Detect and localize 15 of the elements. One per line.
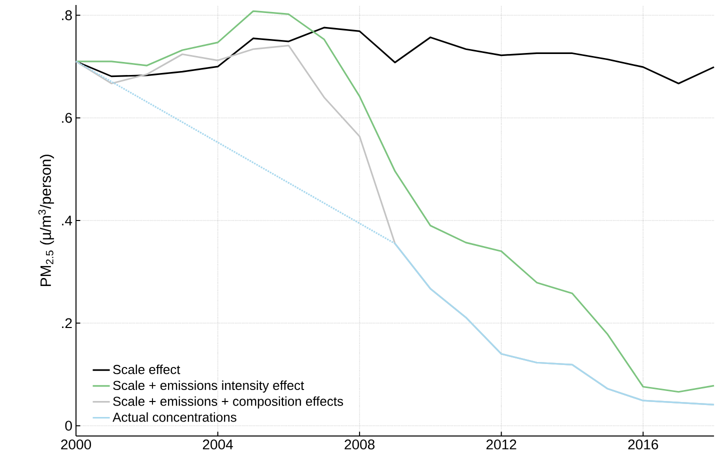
legend-label: Actual concentrations <box>112 412 236 422</box>
y-tick-label: .8 <box>62 10 72 20</box>
x-tick-label: 2008 <box>344 440 375 450</box>
legend-label: Scale + emissions intensity effect <box>113 380 304 393</box>
y-tick-label: .4 <box>62 216 72 226</box>
y-tick-label: 0 <box>65 420 72 431</box>
x-tick-label: 2004 <box>202 440 233 450</box>
y-axis-title: PM$_{2.5}$ (µ/m$^{3}$/person) <box>38 154 54 286</box>
x-tick-label: 2000 <box>61 440 92 450</box>
x-tick-label: 2012 <box>486 440 516 450</box>
legend-label: Scale + emissions + composition effects <box>113 396 344 409</box>
y-tick-label: .6 <box>62 112 72 123</box>
legend-label: Scale effect <box>113 364 180 374</box>
y-tick-label: .2 <box>62 318 72 328</box>
x-tick-label: 2016 <box>628 440 658 450</box>
